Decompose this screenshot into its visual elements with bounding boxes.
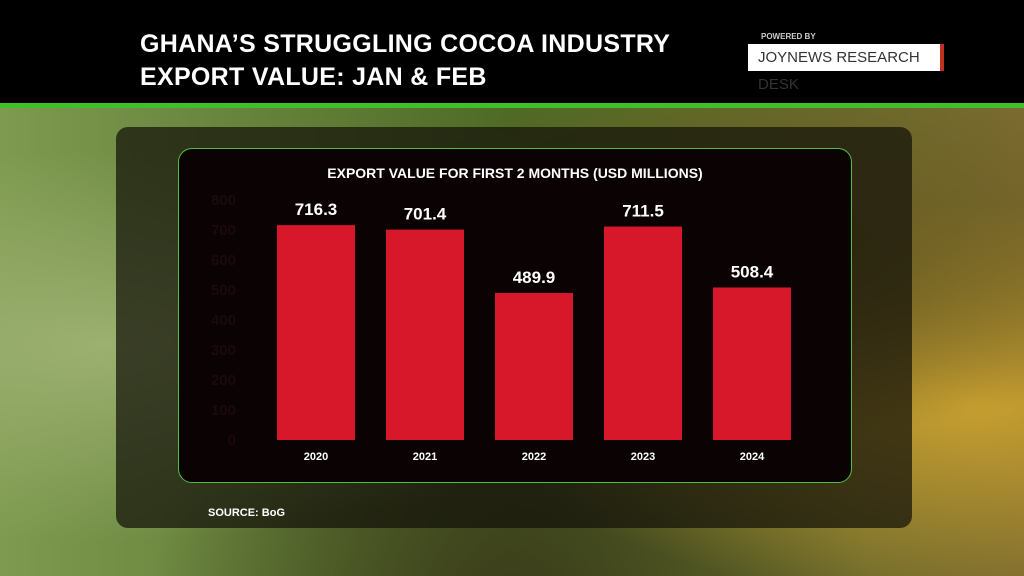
subtitle: EXPORT VALUE: JAN & FEB	[140, 63, 487, 91]
data-label: 701.4	[404, 205, 447, 224]
y-tick-label: 600	[211, 252, 236, 269]
bar-2022	[495, 293, 573, 440]
bar-2023	[604, 226, 682, 440]
powered-by-label: POWERED BY	[761, 32, 816, 41]
x-tick-label: 2021	[413, 451, 437, 463]
main-title: GHANA’S STRUGGLING COCOA INDUSTRY	[140, 30, 671, 58]
y-tick-label: 700	[211, 222, 236, 239]
y-tick-label: 100	[211, 402, 236, 419]
data-label: 716.3	[295, 200, 338, 219]
source-note: SOURCE: BoG	[208, 507, 285, 519]
y-tick-label: 0	[228, 432, 236, 449]
data-label: 711.5	[622, 202, 664, 221]
y-tick-label: 400	[211, 312, 236, 329]
x-tick-label: 2023	[631, 451, 655, 463]
bar-2020	[277, 225, 355, 440]
x-tick-label: 2020	[304, 451, 328, 463]
bar-2021	[386, 229, 464, 440]
chart-title: EXPORT VALUE FOR FIRST 2 MONTHS (USD MIL…	[327, 165, 703, 181]
y-tick-label: 500	[211, 282, 236, 299]
x-tick-label: 2022	[522, 451, 546, 463]
brand-logo: JOYNEWS RESEARCH DESK	[748, 44, 944, 93]
y-tick-label: 300	[211, 342, 236, 359]
accent-divider	[0, 103, 1024, 108]
data-label: 489.9	[513, 268, 556, 287]
y-tick-label: 200	[211, 372, 236, 389]
x-tick-label: 2024	[740, 451, 765, 463]
y-tick-label: 800	[211, 192, 236, 209]
data-label: 508.4	[731, 262, 774, 281]
bar-2024	[713, 287, 791, 440]
